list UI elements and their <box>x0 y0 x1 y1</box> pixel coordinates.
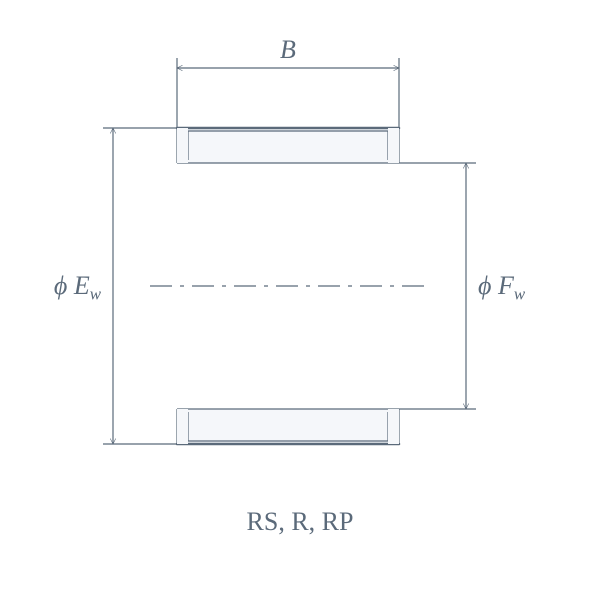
dim-ew-label: ϕ Ew <box>54 271 102 304</box>
drawing-title: RS, R, RP <box>247 507 354 536</box>
dim-b-label: B <box>280 35 296 64</box>
dim-fw-label: ϕ Fw <box>478 271 526 304</box>
